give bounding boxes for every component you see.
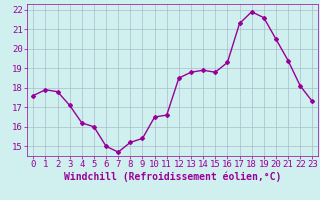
X-axis label: Windchill (Refroidissement éolien,°C): Windchill (Refroidissement éolien,°C) — [64, 172, 282, 182]
